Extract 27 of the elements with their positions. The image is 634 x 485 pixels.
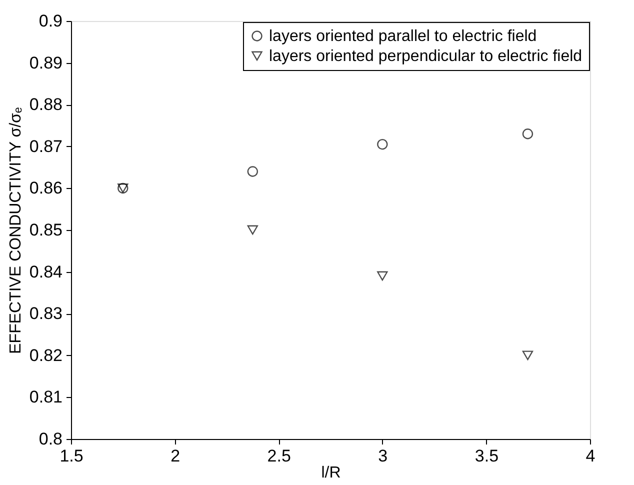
legend-label: layers oriented parallel to electric field bbox=[269, 28, 537, 45]
x-tick-label: 2 bbox=[170, 446, 180, 466]
y-tick-label: 0.82 bbox=[29, 346, 62, 365]
y-tick-label: 0.9 bbox=[38, 12, 62, 30]
x-tick-label: 1.5 bbox=[60, 446, 84, 466]
y-tick-label: 0.89 bbox=[29, 53, 62, 72]
point bbox=[522, 128, 534, 140]
point bbox=[377, 271, 388, 281]
y-tick-label: 0.84 bbox=[29, 262, 62, 282]
y-tick-label: 0.83 bbox=[29, 304, 62, 324]
y-tick-label: 0.86 bbox=[29, 178, 62, 198]
point bbox=[522, 350, 534, 360]
y-tick-label: 0.85 bbox=[29, 220, 62, 240]
x-tick-label: 2.5 bbox=[267, 446, 291, 466]
legend-label: layers oriented perpendicular to electric field bbox=[269, 48, 582, 65]
x-tick-label: 3 bbox=[378, 446, 388, 466]
point bbox=[377, 138, 388, 150]
y-tick-label: 0.8 bbox=[38, 430, 62, 448]
point bbox=[247, 166, 258, 177]
y-tick-label: 0.87 bbox=[29, 136, 62, 156]
y-tick-label: 0.88 bbox=[29, 95, 62, 114]
y-tick-label: 0.81 bbox=[29, 388, 62, 407]
y-axis-title: EFFECTIVE CONDUCTIVITY σ/σₑ bbox=[7, 107, 24, 354]
x-tick-label: 3.5 bbox=[474, 446, 499, 466]
x-tick-label: 4 bbox=[586, 446, 596, 466]
x-axis-title: l/R bbox=[321, 464, 341, 482]
point bbox=[247, 225, 258, 235]
